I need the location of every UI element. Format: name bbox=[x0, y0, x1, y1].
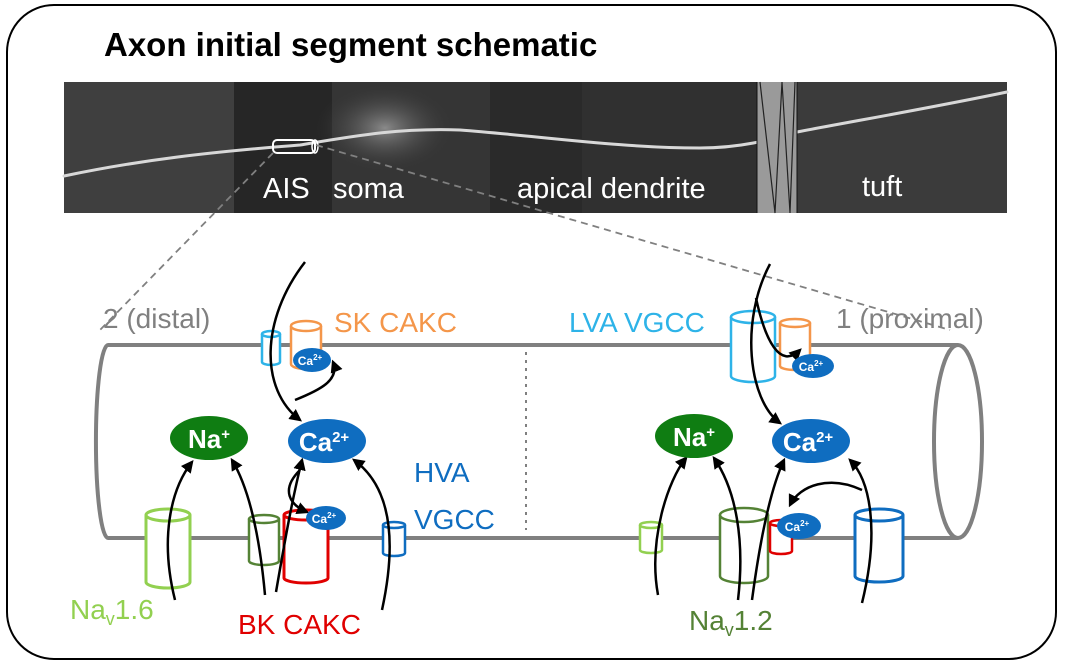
zoom-guide-right bbox=[315, 144, 951, 331]
arrow-ca-influx-lva bbox=[750, 263, 783, 425]
ca-badge-sk-proximal: Ca2+ bbox=[792, 354, 834, 378]
ca-badge-bk-distal: Ca2+ bbox=[306, 506, 346, 530]
hva-label: HVA bbox=[414, 457, 470, 488]
ca-badge-sk-distal: Ca2+ bbox=[293, 348, 331, 372]
flux-arrows-proximal bbox=[654, 263, 873, 604]
ca-ion-label: Ca bbox=[783, 427, 817, 457]
ca-ion-label: Ca bbox=[299, 427, 333, 457]
ca-ion-charge: 2+ bbox=[332, 429, 349, 446]
apical-dendrite-label: apical dendrite bbox=[517, 173, 706, 205]
arrow-ca-to-bk bbox=[287, 469, 310, 514]
vgcc-label: VGCC bbox=[414, 504, 495, 535]
arrow-ca-hva-distal bbox=[274, 457, 306, 593]
ca-ion-proximal: Ca2+ bbox=[772, 419, 850, 463]
arrow-na-nav16 bbox=[166, 460, 194, 601]
proximal-label: 1 (proximal) bbox=[836, 303, 984, 334]
soma-label: soma bbox=[333, 173, 405, 205]
arrow-na-nav12-distal bbox=[230, 457, 267, 596]
svg-text:Ca2+: Ca2+ bbox=[799, 359, 824, 374]
na-ion-proximal: Na+ bbox=[655, 414, 733, 458]
arrow-na-nav12 bbox=[712, 455, 742, 601]
hva-channel-proximal bbox=[853, 507, 905, 584]
sk-cakc-label: SK CAKC bbox=[334, 307, 457, 338]
lva-vgcc-label: LVA VGCC bbox=[569, 307, 705, 338]
ca-ion-distal: Ca2+ bbox=[288, 419, 366, 463]
svg-text:Ca2+: Ca2+ bbox=[299, 427, 350, 457]
scale-break bbox=[756, 81, 798, 214]
na-ion-charge: + bbox=[221, 426, 230, 443]
arrow-ca-hva-distal-2 bbox=[351, 458, 391, 611]
nav12-label: Nav1.2 bbox=[689, 605, 773, 640]
svg-text:Na+: Na+ bbox=[673, 422, 715, 452]
arrow-ca-to-sk bbox=[294, 359, 343, 402]
arrow-ca-to-bk-proximal bbox=[788, 481, 863, 508]
hva-channel-distal bbox=[381, 520, 407, 558]
arrow-ca-nav12 bbox=[750, 457, 786, 601]
svg-text:Ca2+: Ca2+ bbox=[783, 427, 834, 457]
svg-text:Ca2+: Ca2+ bbox=[298, 353, 323, 368]
arrow-na-nav16-proximal bbox=[654, 456, 688, 596]
axon-cylinder bbox=[93, 343, 984, 540]
na-ion-charge: + bbox=[706, 424, 715, 441]
svg-text:Na+: Na+ bbox=[188, 424, 230, 454]
svg-text:Ca2+: Ca2+ bbox=[785, 519, 810, 534]
figure-title: Axon initial segment schematic bbox=[104, 26, 598, 63]
soma-glow bbox=[315, 83, 455, 173]
arrow-ca-to-sk-proximal bbox=[754, 297, 802, 362]
neuron-trace bbox=[62, 90, 1009, 178]
na-ion-distal: Na+ bbox=[170, 416, 248, 460]
arrow-ca-hva-proximal bbox=[848, 458, 873, 604]
svg-text:Ca2+: Ca2+ bbox=[312, 511, 337, 526]
nav16-label: Nav1.6 bbox=[70, 594, 154, 629]
bk-cakc-label: BK CAKC bbox=[238, 609, 361, 640]
distal-label: 2 (distal) bbox=[103, 303, 210, 334]
micrograph-tile bbox=[64, 82, 234, 213]
micrograph-tile bbox=[797, 82, 1007, 213]
na-ion-label: Na bbox=[188, 424, 222, 454]
ais-label: AIS bbox=[263, 173, 310, 205]
ca-ion-charge: 2+ bbox=[816, 429, 833, 446]
micrograph-tile bbox=[490, 82, 582, 213]
flux-arrows-distal bbox=[166, 261, 391, 611]
tuft-label: tuft bbox=[862, 171, 902, 203]
micrograph: AIS soma apical dendrite tuft bbox=[62, 81, 1009, 214]
arrow-ca-influx-sk bbox=[269, 261, 306, 422]
zoom-guide-left bbox=[99, 152, 274, 331]
ca-badge-bk-proximal: Ca2+ bbox=[777, 513, 821, 539]
na-ion-label: Na bbox=[673, 422, 707, 452]
